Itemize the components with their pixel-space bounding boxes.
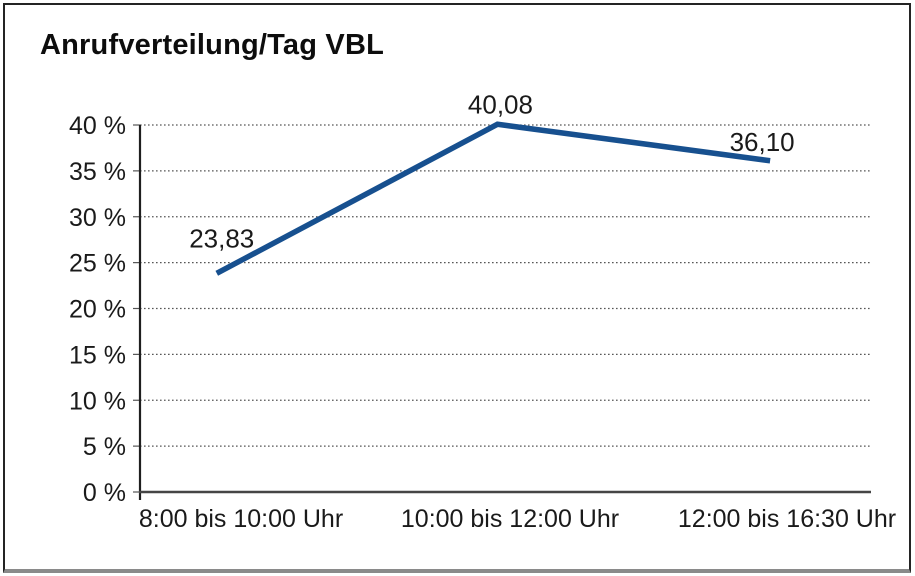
y-tick-label: 30 % <box>69 204 126 232</box>
data-point-label: 36,10 <box>730 127 795 157</box>
x-category-label: 10:00 bis 12:00 Uhr <box>401 505 619 533</box>
y-tick-label: 0 % <box>83 479 126 507</box>
data-point-label: 40,08 <box>468 89 533 119</box>
data-series-line <box>215 121 771 276</box>
y-tick-label: 25 % <box>69 250 126 278</box>
data-point-label: 23,83 <box>189 223 254 253</box>
y-tick-label: 20 % <box>69 296 126 324</box>
y-tick-label: 40 % <box>69 112 126 140</box>
y-tick-label: 5 % <box>83 433 126 461</box>
y-tick-label: 10 % <box>69 387 126 415</box>
x-category-label: 12:00 bis 16:30 Uhr <box>678 505 896 533</box>
x-category-label: 8:00 bis 10:00 Uhr <box>139 505 343 533</box>
chart-frame <box>3 3 911 573</box>
y-tick-label: 15 % <box>69 341 126 369</box>
y-tick-label: 35 % <box>69 158 126 186</box>
chart-title: Anrufverteilung/Tag VBL <box>40 29 385 61</box>
